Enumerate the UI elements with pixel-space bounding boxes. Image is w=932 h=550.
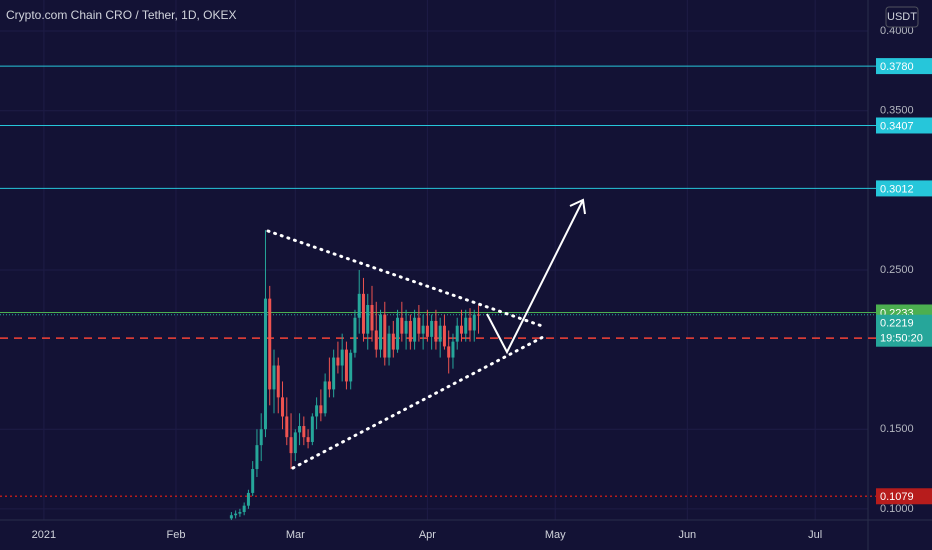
- candle-body: [293, 432, 297, 454]
- candle-body: [391, 333, 395, 350]
- grid: [0, 0, 868, 520]
- trend-line: [266, 229, 547, 329]
- candle-body: [234, 513, 238, 516]
- axis-labels: 0.1000 0.1500 0.2500 0.3500 0.4000 2021 Feb Mar…: [32, 25, 932, 541]
- candle-body: [387, 333, 391, 358]
- candle-body: [340, 349, 344, 366]
- x-tick-label: Jun: [678, 529, 696, 541]
- projection-arrow: [486, 199, 584, 355]
- y-tick-label: 0.1000: [880, 503, 914, 515]
- y-tick-label: 0.1500: [880, 423, 914, 435]
- last-price-label: 0.2219: [880, 318, 914, 330]
- candle-body: [413, 317, 417, 342]
- candle-body: [464, 317, 468, 334]
- candle-body: [434, 320, 438, 342]
- candle-body: [263, 298, 267, 430]
- candle-body: [455, 325, 459, 342]
- last-price-box: [876, 314, 932, 347]
- candle-body: [396, 317, 400, 350]
- candle-body: [289, 437, 293, 454]
- currency-label[interactable]: USDT: [887, 11, 917, 23]
- candle-body: [400, 317, 404, 334]
- candle-body: [472, 314, 476, 331]
- candle-body: [430, 320, 434, 337]
- candle-body: [323, 381, 327, 414]
- candle-body: [417, 317, 421, 334]
- trend-line: [291, 334, 547, 470]
- x-tick-label: Feb: [167, 529, 186, 541]
- candle-body: [285, 416, 289, 438]
- currency-button[interactable]: [885, 6, 919, 28]
- candle-body: [361, 293, 365, 334]
- x-tick-label: 2021: [32, 529, 56, 541]
- candle-body: [276, 365, 280, 398]
- candle-body: [336, 357, 340, 366]
- candle-body: [366, 304, 370, 334]
- price-level-label: 0.3012: [880, 183, 914, 195]
- candle-body: [332, 357, 336, 390]
- candle-body: [272, 365, 276, 390]
- candle-body: [477, 314, 481, 316]
- price-level-label: 0.3780: [880, 61, 914, 73]
- candle-body: [302, 426, 306, 438]
- candle-body: [238, 512, 242, 514]
- candle-body: [421, 325, 425, 334]
- price-level-box: [876, 117, 932, 134]
- candle-body: [344, 349, 348, 382]
- candle-body: [438, 325, 442, 342]
- x-tick-label: Mar: [286, 529, 305, 541]
- candle-body: [374, 330, 378, 350]
- candle-body: [383, 314, 387, 358]
- countdown: 19:50:20: [880, 333, 923, 345]
- candle-body: [255, 445, 259, 470]
- candle-body: [259, 429, 263, 446]
- x-tick-label: Apr: [419, 529, 436, 541]
- candle-body: [327, 381, 331, 390]
- candle-body: [442, 325, 446, 347]
- price-level-label: 0.3407: [880, 120, 914, 132]
- candle-body: [229, 515, 233, 519]
- chart-title: Crypto.com Chain CRO / Tether, 1D, OKEX: [6, 8, 237, 22]
- candle-body: [379, 314, 383, 350]
- drawings: [266, 198, 586, 470]
- price-level-box: [876, 58, 932, 75]
- candle-body: [298, 426, 302, 433]
- candle-body: [310, 416, 314, 442]
- arrow-head: [569, 198, 586, 215]
- candle-body: [319, 405, 323, 414]
- candle-body: [315, 405, 319, 417]
- candle-body: [408, 320, 412, 342]
- candle-body: [451, 341, 455, 358]
- levels: [0, 65, 876, 498]
- candle-body: [349, 352, 353, 382]
- candle-body: [370, 304, 374, 331]
- candle-body: [353, 317, 357, 353]
- candles: [229, 230, 481, 520]
- price-level-label: 0.1079: [880, 491, 914, 503]
- x-tick-label: May: [545, 529, 566, 541]
- candle-body: [447, 346, 451, 358]
- candle-body: [246, 492, 250, 506]
- price-level-box: [876, 180, 932, 197]
- candle-body: [425, 325, 429, 337]
- y-tick-label: 0.3500: [880, 105, 914, 117]
- candle-body: [404, 320, 408, 334]
- y-tick-label: 0.2500: [880, 264, 914, 276]
- y-tick-label: 0.4000: [880, 25, 914, 37]
- x-tick-label: Jul: [808, 529, 822, 541]
- candle-body: [357, 293, 361, 318]
- candle-body: [459, 325, 463, 334]
- candle-body: [251, 469, 255, 493]
- candle-body: [268, 298, 272, 390]
- candle-body: [242, 505, 246, 513]
- price-level-box: [876, 488, 932, 505]
- candle-body: [306, 437, 310, 442]
- candle-body: [281, 397, 285, 417]
- candle-body: [468, 317, 472, 331]
